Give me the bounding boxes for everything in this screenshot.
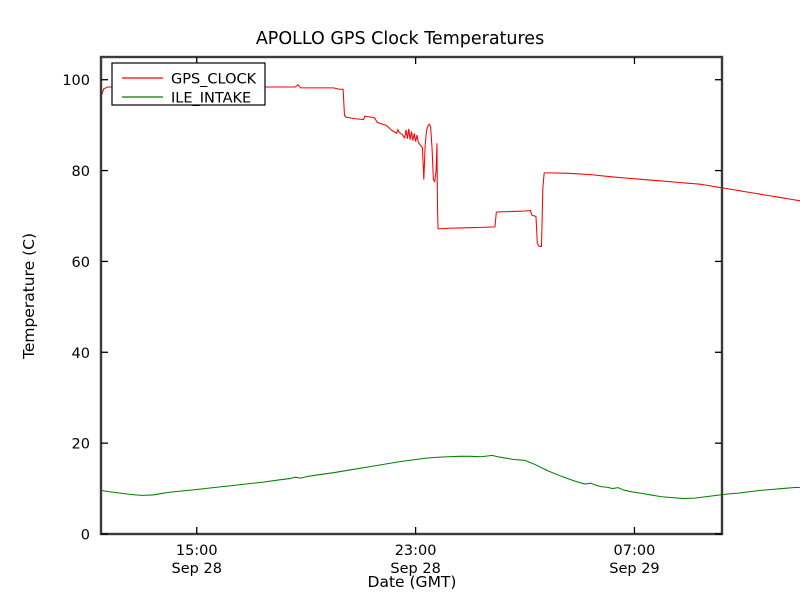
legend[interactable]: GPS_CLOCK ILE_INTAKE: [111, 62, 266, 107]
legend-entry-gps-clock[interactable]: GPS_CLOCK: [122, 72, 257, 88]
x-tick-label-time: 07:00: [614, 543, 656, 559]
x-tick-label-time: 23:00: [395, 543, 437, 559]
y-tick-label: 60: [72, 255, 90, 271]
legend-entries[interactable]: GPS_CLOCK ILE_INTAKE: [122, 72, 257, 107]
y-axis-label: Temperature (C): [20, 233, 38, 360]
y-tick-label: 100: [62, 73, 90, 89]
x-tick-label-date: Sep 28: [390, 561, 440, 577]
y-tick-label: 20: [72, 437, 90, 453]
plot-frame: [99, 55, 724, 536]
y-tick-label: 80: [72, 164, 90, 180]
legend-frame: [111, 62, 266, 106]
y-tick-label: 0: [81, 528, 90, 544]
y-tick-label: 40: [72, 346, 90, 362]
x-tick-label-date: Sep 28: [172, 561, 222, 577]
y-tick-labels: 0 20 40 60 80 100: [62, 73, 90, 543]
legend-entry-ile-intake[interactable]: ILE_INTAKE: [122, 91, 251, 107]
x-axis-label: Date (GMT): [368, 573, 457, 591]
x-tick-label-time: 15:00: [176, 543, 218, 559]
axis-ticks: [101, 57, 722, 535]
chart-title: APOLLO GPS Clock Temperatures: [256, 29, 544, 49]
legend-entry-label: GPS_CLOCK: [171, 72, 257, 88]
series-line-gps-clock: [100, 83, 800, 247]
series-line-ile-intake: [100, 454, 800, 500]
legend-entry-label: ILE_INTAKE: [171, 91, 251, 107]
series-layer: [100, 83, 800, 500]
x-tick-label-date: Sep 29: [609, 561, 659, 577]
plot-area-background: [101, 57, 722, 534]
